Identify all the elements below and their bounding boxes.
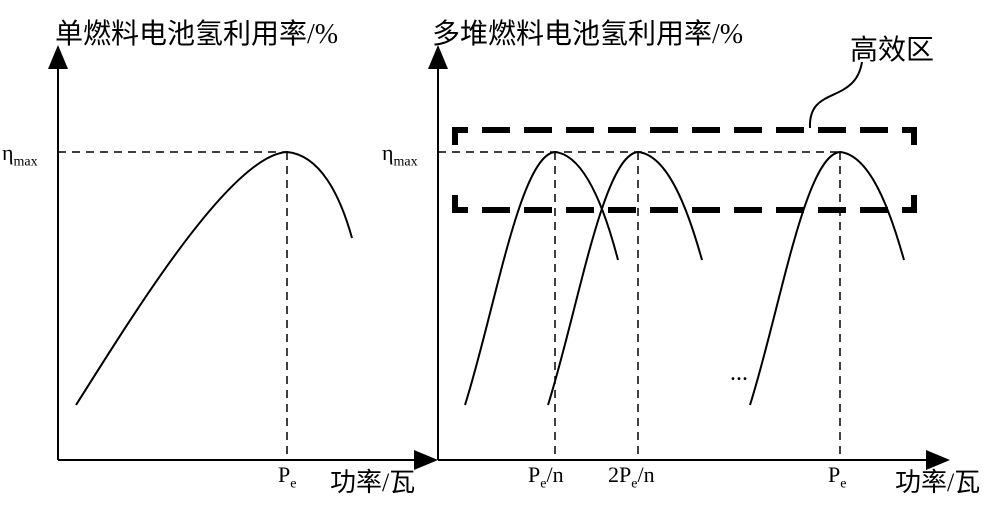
right-xtick-0: Pe/n	[528, 462, 564, 492]
right-xtick-1: 2Pe/n	[608, 462, 655, 492]
right-eta-max-label: ηmax	[382, 140, 418, 170]
right-xtick-2: Pe	[828, 462, 846, 492]
left-x-axis-label: 功率/瓦	[330, 462, 415, 499]
right-chart-title: 多堆燃料电池氢利用率/%	[432, 12, 743, 52]
left-chart-title: 单燃料电池氢利用率/%	[55, 12, 338, 52]
ellipsis: ...	[730, 360, 748, 387]
left-pe-label: Pe	[278, 462, 296, 492]
high-efficiency-region-label: 高效区	[850, 28, 934, 68]
left-eta-max-label: ηmax	[2, 140, 38, 170]
chart-svg	[0, 0, 1000, 506]
figure-container: 单燃料电池氢利用率/% 功率/瓦 ηmax Pe 多堆燃料电池氢利用率/% 功率/瓦 ηma…	[0, 0, 1000, 506]
right-x-axis-label: 功率/瓦	[895, 462, 980, 499]
